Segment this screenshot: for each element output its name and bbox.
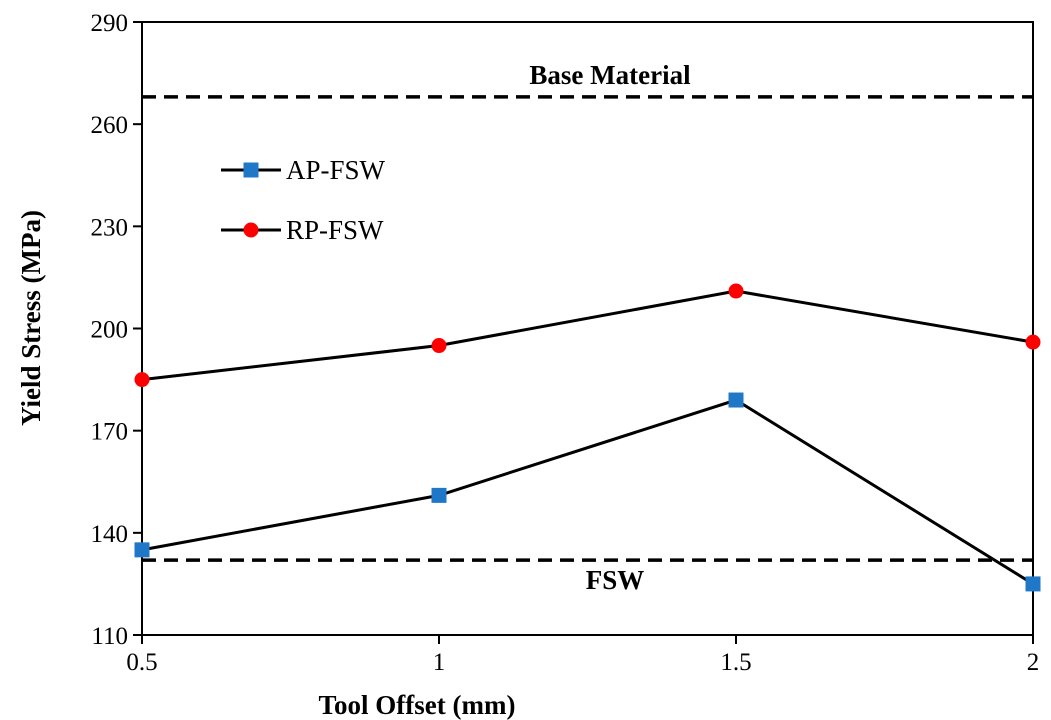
y-tick-label: 230 xyxy=(91,214,129,241)
plot-area xyxy=(141,21,1034,636)
legend-label: RP-FSW xyxy=(286,215,384,245)
x-tick-label: 1.5 xyxy=(720,649,751,676)
data-point-square xyxy=(728,392,744,408)
plot-border xyxy=(141,21,1034,636)
series-line xyxy=(141,398,1034,586)
reference-line-label: Base Material xyxy=(529,60,691,90)
data-point-circle xyxy=(728,283,744,299)
data-point-circle xyxy=(431,338,447,354)
series-line xyxy=(141,289,1034,382)
data-point-square xyxy=(1025,576,1041,592)
x-axis-title: Tool Offset (mm) xyxy=(319,690,516,720)
x-tick-label: 1 xyxy=(433,649,446,676)
y-tick-label: 140 xyxy=(91,521,129,548)
y-axis: 110 140 170 200 230 260 290 xyxy=(91,10,142,650)
legend-marker-square xyxy=(243,162,259,178)
y-tick-label: 260 xyxy=(91,112,129,139)
data-point-square xyxy=(431,487,447,503)
legend-label: AP-FSW xyxy=(286,155,386,185)
data-point-circle xyxy=(1025,334,1041,350)
y-tick-label: 110 xyxy=(91,623,128,650)
x-tick-label: 0.5 xyxy=(126,649,157,676)
data-point-square xyxy=(134,542,150,558)
series-layer xyxy=(134,283,1041,592)
y-tick-label: 200 xyxy=(91,317,129,344)
y-tick-label: 170 xyxy=(91,419,129,446)
data-point-circle xyxy=(134,372,150,388)
x-axis: 0.5 1 1.5 2 xyxy=(126,635,1039,676)
reference-lines: Base Material FSW xyxy=(142,60,1033,595)
legend-marker-circle xyxy=(243,222,259,238)
reference-line-label: FSW xyxy=(586,565,645,595)
legend: AP-FSW RP-FSW xyxy=(221,155,386,245)
x-tick-label: 2 xyxy=(1027,649,1040,676)
y-tick-label: 290 xyxy=(91,10,129,37)
y-axis-title: Yield Stress (MPa) xyxy=(16,210,46,426)
